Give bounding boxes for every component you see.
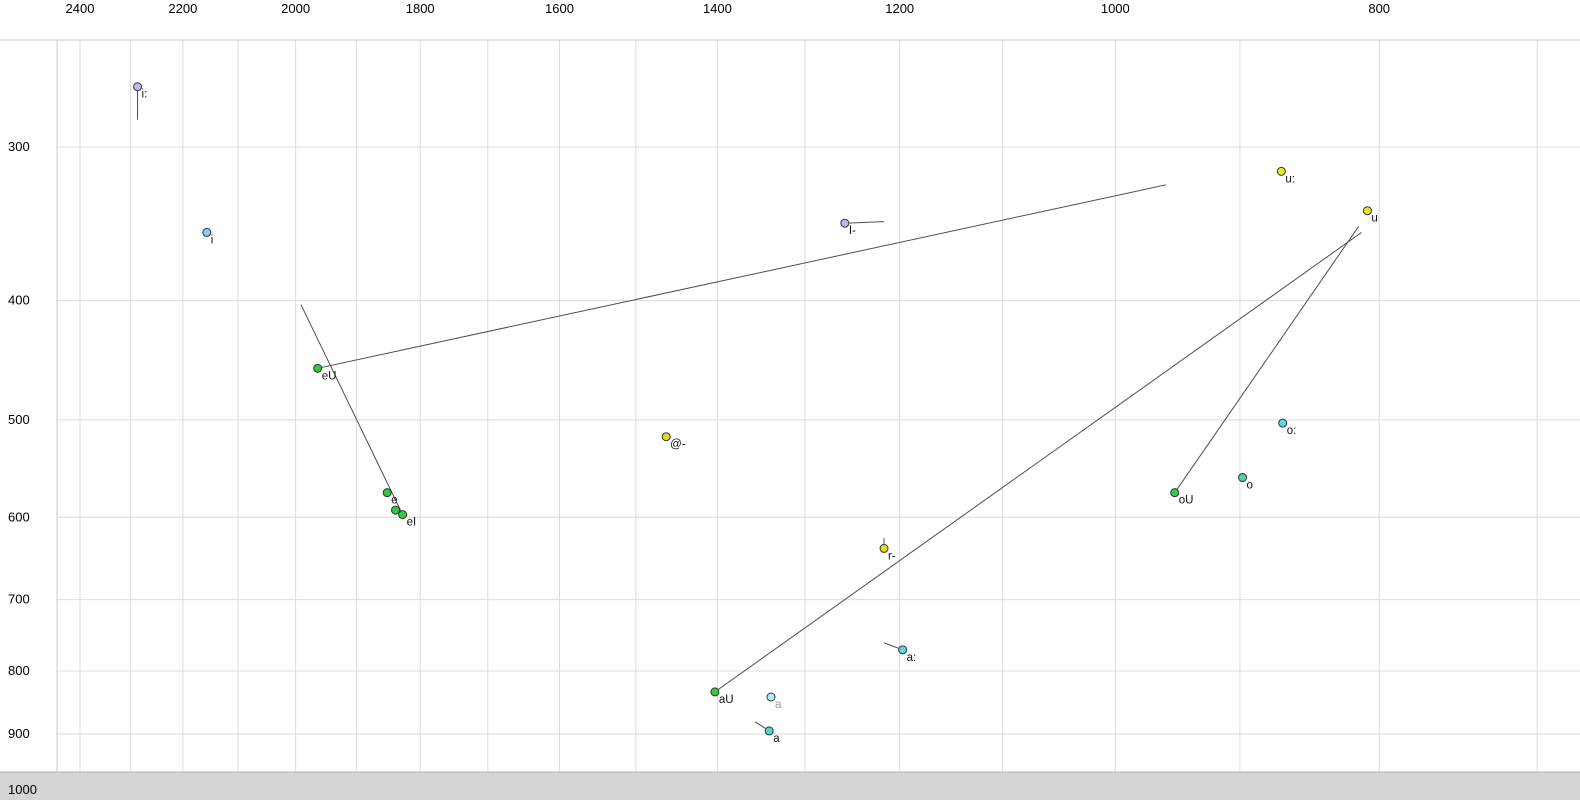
vowel-point-label: e <box>391 495 397 507</box>
y-tick-label: 300 <box>8 139 30 154</box>
vowel-point <box>1276 166 1286 176</box>
vowel-point <box>710 687 720 697</box>
vowel-point <box>398 510 408 520</box>
diphthong-glide-line <box>714 231 1362 693</box>
diphthong-glide-line <box>844 221 885 224</box>
vowel-point <box>1238 473 1248 483</box>
diphthong-glide-line <box>317 184 1167 369</box>
vowel-point <box>313 363 323 373</box>
vowel-point-label: o <box>1247 480 1253 492</box>
x-tick-label: 2400 <box>66 1 95 16</box>
x-tick-label: 1200 <box>885 1 914 16</box>
vowel-point <box>840 218 850 228</box>
vowel-point-label: r- <box>888 550 896 562</box>
diphthong-glide-line <box>300 304 404 515</box>
vowel-point-label: a: <box>907 652 917 664</box>
vowel-point-label: a <box>773 733 780 745</box>
x-tick-label: 1000 <box>1101 1 1130 16</box>
vowel-point-label: @- <box>670 439 686 451</box>
vowel-point-label: oU <box>1179 495 1194 507</box>
x-tick-label: 2000 <box>281 1 310 16</box>
vowel-point <box>898 645 908 655</box>
bottom-band <box>0 772 1580 800</box>
y-tick-label: 700 <box>8 592 30 607</box>
x-tick-label: 1800 <box>406 1 435 16</box>
x-tick-label: 1400 <box>703 1 732 16</box>
x-tick-label: 1600 <box>545 1 574 16</box>
vowel-point-label: aU <box>719 694 734 706</box>
vowel-point <box>382 488 392 498</box>
diphthong-glide-line <box>1174 225 1360 493</box>
vowel-point-label: a <box>775 699 782 711</box>
y-tick-label: 900 <box>8 726 30 741</box>
vowel-point <box>133 82 143 92</box>
x-tick-label: 800 <box>1368 1 1390 16</box>
vowel-point-label: u: <box>1285 173 1295 185</box>
y-tick-label: 600 <box>8 509 30 524</box>
vowel-point-label: u <box>1371 213 1377 225</box>
y-tick-label: 1000 <box>8 782 37 797</box>
vowel-point <box>661 432 671 442</box>
x-tick-label: 2200 <box>168 1 197 16</box>
vowel-point-label: eI <box>407 517 417 529</box>
vowel-point-label: I- <box>849 225 856 237</box>
y-tick-label: 400 <box>8 293 30 308</box>
vowel-point <box>764 726 774 736</box>
vowel-point <box>202 227 212 237</box>
vowel-point <box>879 543 889 553</box>
vowel-point-label: eU <box>322 370 337 382</box>
vowel-point <box>391 505 401 515</box>
vowel-point-label: i: <box>142 89 148 101</box>
vowel-point <box>1278 418 1288 428</box>
vowel-point <box>1170 488 1180 498</box>
y-tick-label: 800 <box>8 663 30 678</box>
y-tick-label: 500 <box>8 412 30 427</box>
vowel-point-label: o: <box>1287 425 1297 437</box>
vowel-point <box>766 692 776 702</box>
vowel-point-label: i <box>211 234 214 246</box>
vowel-point <box>1362 206 1372 216</box>
